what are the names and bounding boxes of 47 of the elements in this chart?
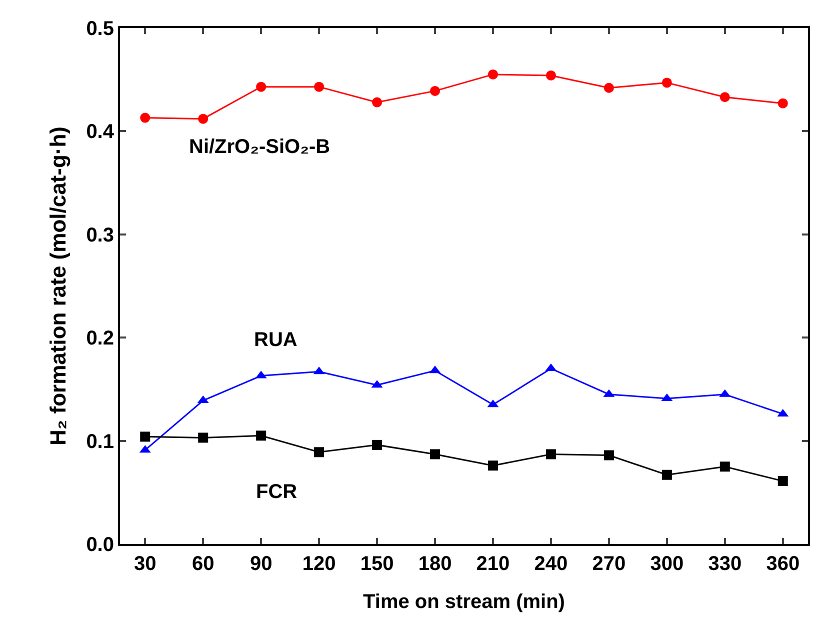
x-tick-label: 120 <box>302 553 336 575</box>
y-tick-label: 0.3 <box>86 224 114 246</box>
point <box>140 112 150 123</box>
point <box>720 462 730 472</box>
point <box>778 98 788 108</box>
point <box>314 82 324 92</box>
x-tick-label: 270 <box>592 553 626 575</box>
x-tick-label: 60 <box>192 553 214 575</box>
point <box>604 82 614 93</box>
y-tick-label: 0.5 <box>86 18 114 40</box>
x-tick-label: 210 <box>476 553 510 575</box>
point <box>140 432 150 442</box>
point <box>314 447 324 458</box>
x-axis-title: Time on stream (min) <box>363 591 565 613</box>
x-tick-label: 90 <box>250 553 272 575</box>
point <box>662 470 672 480</box>
x-tick-label: 360 <box>766 553 800 575</box>
x-tick-label: 300 <box>650 553 684 575</box>
point <box>256 82 266 92</box>
x-tick-label: 240 <box>534 553 568 575</box>
y-tick-label: 0.4 <box>86 121 115 144</box>
point <box>778 476 788 486</box>
series-label: Ni/ZrO₂-SiO₂-B <box>189 136 330 158</box>
x-tick-label: 30 <box>134 553 156 575</box>
point <box>198 432 208 443</box>
y-axis-title: H₂ formation rate (mol/cat-g·h) <box>45 126 70 446</box>
point <box>430 449 440 460</box>
point <box>720 92 730 102</box>
point <box>546 449 556 460</box>
y-tick-label: 0.0 <box>86 534 114 556</box>
point <box>198 114 208 124</box>
series-label: RUA <box>254 329 298 351</box>
point <box>256 430 266 441</box>
point <box>662 78 672 88</box>
point <box>430 86 440 96</box>
point <box>372 440 382 450</box>
x-tick-label: 330 <box>708 553 742 575</box>
point <box>604 450 614 460</box>
y-tick-label: 0.2 <box>86 328 114 350</box>
x-tick-label: 180 <box>418 553 452 575</box>
point <box>372 97 382 108</box>
y-tick-label: 0.1 <box>86 430 114 453</box>
point <box>488 460 498 471</box>
point <box>546 70 556 80</box>
x-tick-label: 150 <box>360 553 394 575</box>
point <box>488 69 498 80</box>
series-label: FCR <box>256 481 298 503</box>
